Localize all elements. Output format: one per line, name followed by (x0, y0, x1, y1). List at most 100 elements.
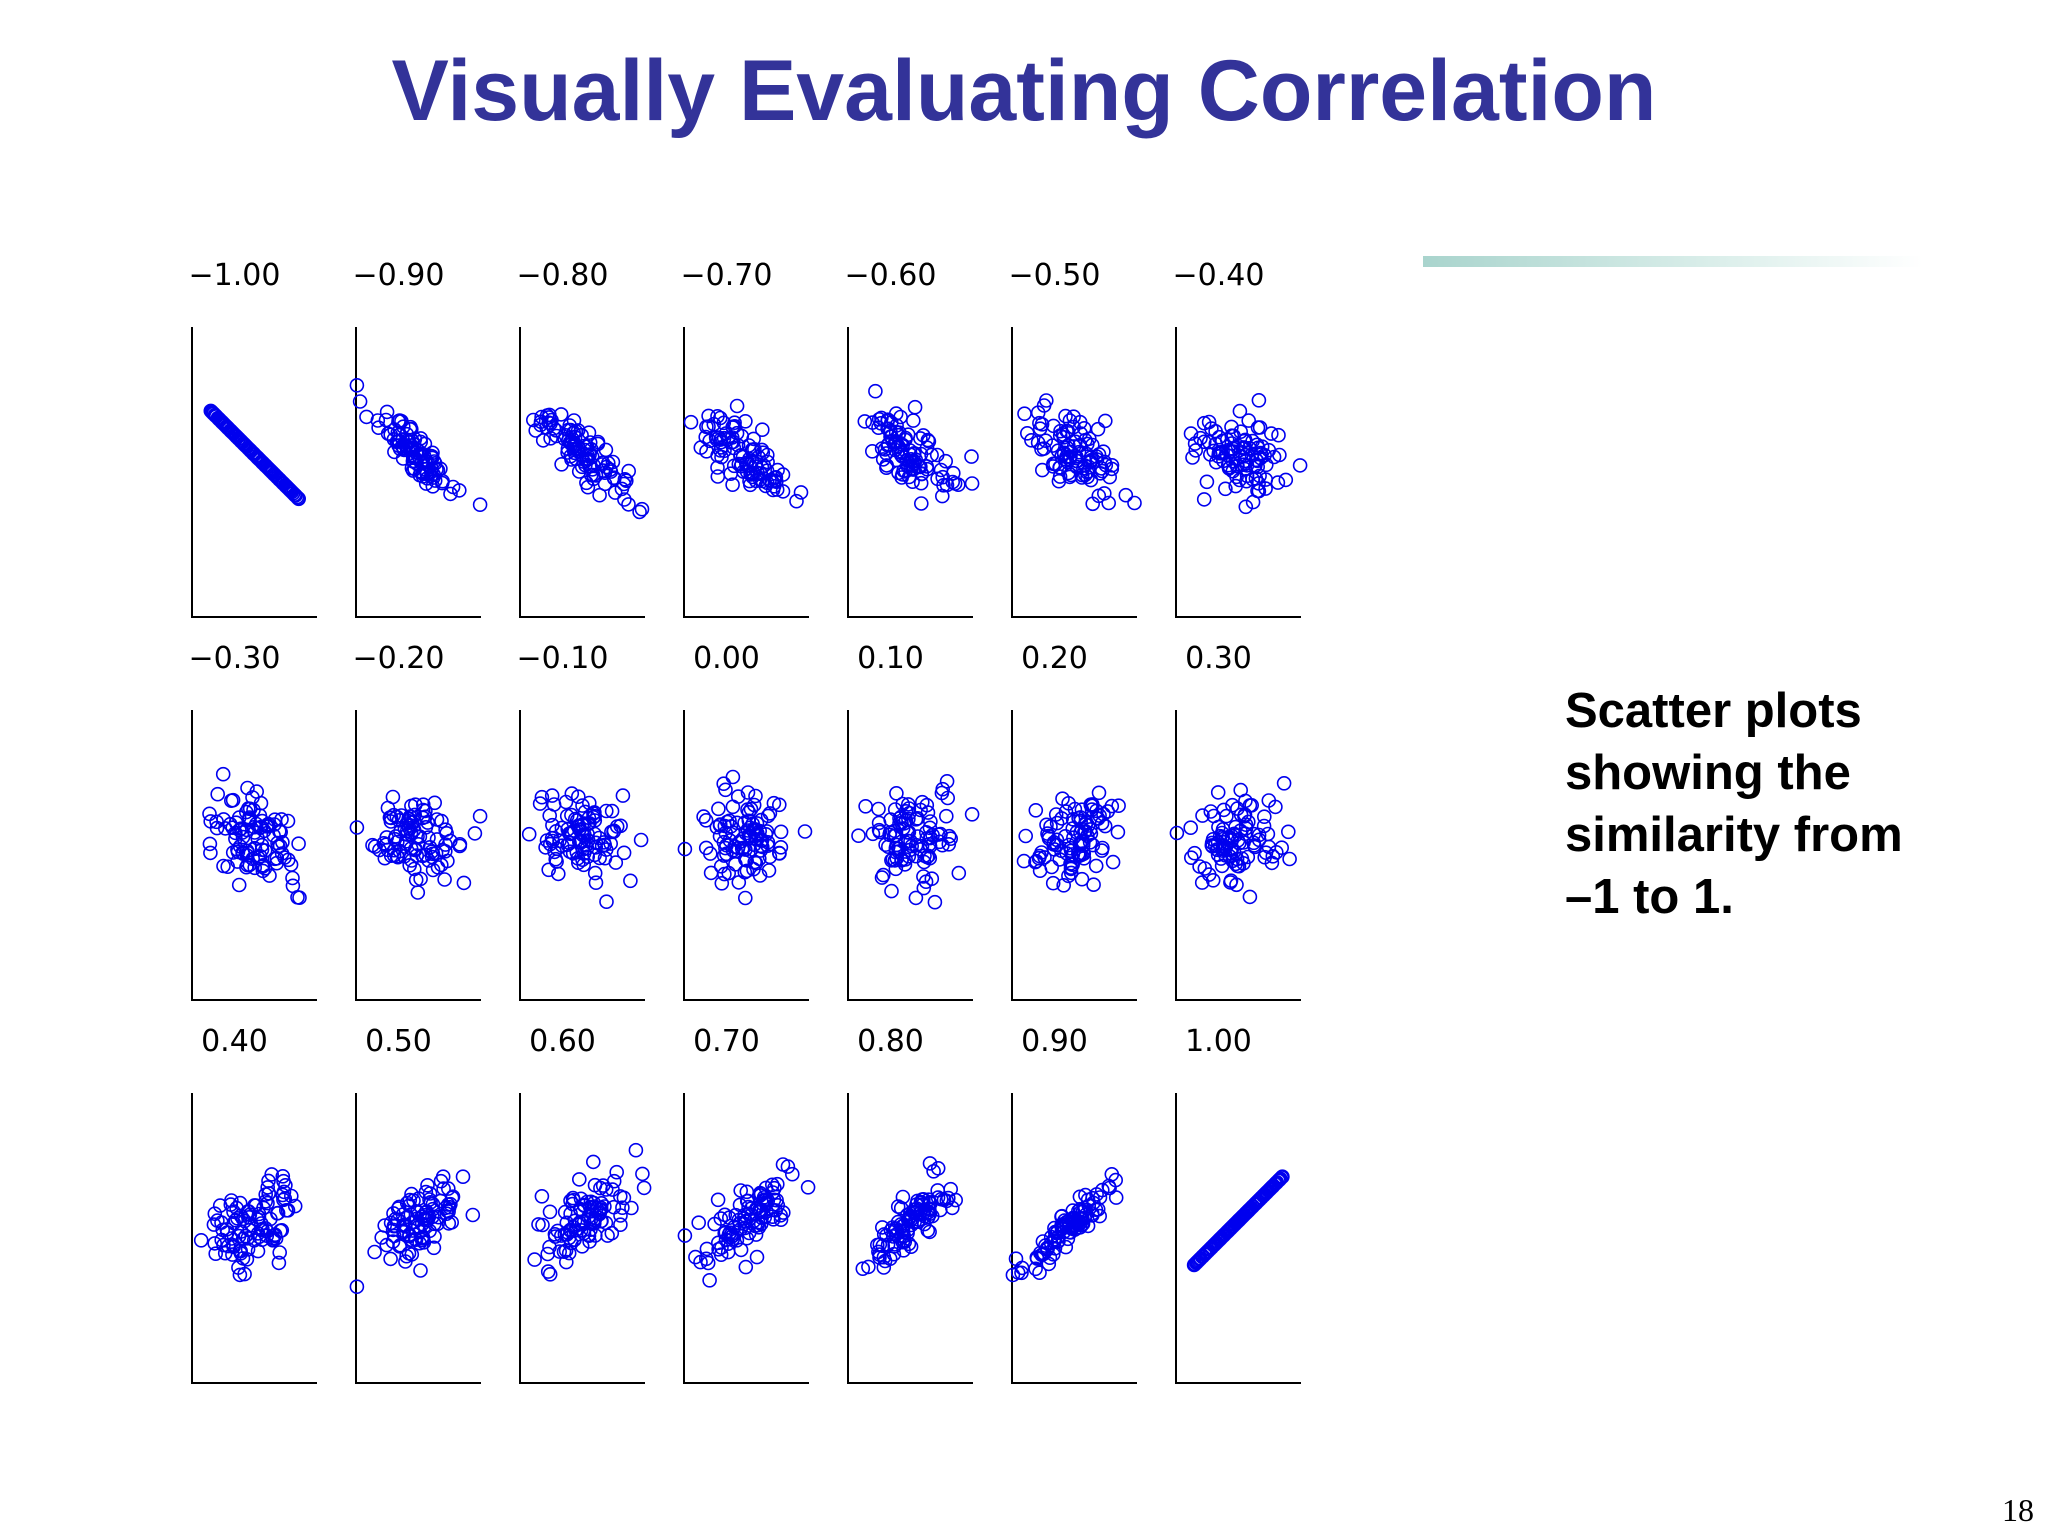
data-point (734, 841, 750, 856)
data-point (1242, 889, 1258, 905)
data-point (382, 810, 398, 825)
data-point (740, 802, 755, 817)
data-point (1083, 826, 1099, 841)
data-point (1269, 1175, 1285, 1190)
data-point (1233, 424, 1248, 439)
panel-axes (1011, 327, 1137, 618)
data-point (401, 811, 416, 826)
data-point (760, 838, 775, 853)
data-point (1058, 408, 1073, 424)
data-point (936, 478, 951, 493)
data-point (698, 813, 714, 828)
scatter-panel: −1.00 (189, 258, 317, 618)
data-point (251, 1206, 267, 1222)
data-point (1230, 833, 1246, 848)
panel-axes (519, 327, 645, 618)
data-point (597, 465, 613, 480)
data-point (268, 1231, 284, 1246)
panel-label: 0.20 (1021, 641, 1088, 676)
data-point (939, 774, 955, 789)
panel-label: −0.80 (517, 258, 609, 293)
data-point (915, 794, 930, 810)
data-point (239, 843, 255, 859)
side-note: Scatter plots showing the similarity fro… (1565, 680, 2005, 928)
data-point (900, 825, 915, 840)
data-point (209, 820, 225, 836)
data-point (418, 809, 433, 825)
data-point (253, 795, 269, 811)
data-point (747, 854, 762, 870)
data-point (390, 425, 406, 440)
data-point (241, 811, 257, 827)
data-point (1225, 853, 1240, 869)
scatter-panel: 0.80 (847, 1024, 973, 1384)
data-point (226, 1204, 241, 1219)
data-point (747, 1218, 763, 1234)
data-point (1074, 1212, 1089, 1227)
data-point (1183, 426, 1199, 441)
data-point (580, 826, 595, 842)
data-point (1098, 413, 1113, 429)
data-point (582, 435, 598, 450)
data-point (851, 828, 866, 843)
data-point (1292, 458, 1308, 473)
data-point (275, 1187, 290, 1203)
data-point (1245, 494, 1261, 510)
data-point (1110, 824, 1126, 840)
data-point (398, 1254, 413, 1269)
panel-axes (847, 327, 973, 618)
data-point (367, 1244, 382, 1260)
data-point (939, 1193, 955, 1209)
data-point (441, 1181, 456, 1196)
data-point (1188, 443, 1204, 458)
panel-label: 0.50 (365, 1024, 432, 1059)
data-point (918, 874, 934, 889)
data-point (572, 1172, 587, 1187)
data-point (380, 800, 396, 816)
data-point (725, 769, 741, 785)
data-point (948, 1192, 963, 1208)
data-point (349, 820, 365, 835)
data-point (755, 422, 770, 437)
scatter-panel: 0.70 (677, 1024, 816, 1384)
panel-label: 0.30 (1185, 641, 1252, 676)
data-point (964, 476, 980, 491)
data-point (542, 1267, 558, 1282)
data-point (876, 1260, 892, 1275)
data-point (875, 452, 891, 467)
data-point (230, 842, 245, 857)
data-point (919, 797, 935, 813)
data-point (433, 1173, 449, 1189)
data-point (636, 1180, 652, 1196)
panel-label: 0.40 (201, 1024, 268, 1059)
data-point (582, 1234, 597, 1249)
data-point (1092, 1190, 1108, 1205)
scatter-panel: −0.80 (517, 258, 650, 618)
data-point (549, 428, 564, 444)
data-point (250, 1243, 266, 1259)
data-point (635, 1166, 650, 1182)
data-point (226, 1238, 241, 1253)
data-point (713, 1247, 729, 1262)
data-point (749, 1249, 765, 1265)
data-point (1233, 448, 1249, 464)
data-point (1228, 478, 1243, 494)
scatter-panel: 0.60 (519, 1024, 652, 1384)
data-point (1266, 449, 1282, 465)
data-point (1225, 463, 1241, 479)
data-point (558, 1243, 574, 1258)
data-point (703, 865, 719, 881)
data-point (710, 460, 725, 475)
data-point (628, 1142, 644, 1158)
data-point (1095, 840, 1110, 856)
data-point (941, 837, 957, 852)
data-point (901, 797, 916, 812)
data-point (571, 819, 587, 834)
data-point (785, 1166, 800, 1182)
data-point (544, 788, 560, 803)
data-point (424, 461, 439, 477)
data-point (1067, 801, 1083, 817)
data-point (621, 497, 636, 512)
data-point (542, 1239, 557, 1255)
data-point (1069, 824, 1085, 840)
